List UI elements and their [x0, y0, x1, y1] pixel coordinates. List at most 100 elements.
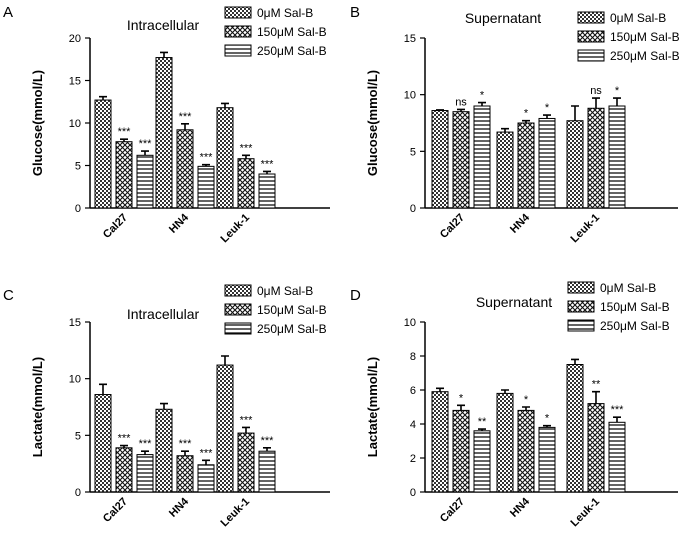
bar — [258, 173, 276, 209]
legend-label: 250μM Sal-B — [257, 44, 327, 58]
error-bar — [478, 101, 486, 106]
bar — [237, 432, 255, 493]
legend-label: 150μM Sal-B — [257, 25, 327, 39]
bar — [237, 158, 255, 209]
y-tick-label: 15 — [69, 317, 81, 329]
bar — [473, 105, 491, 209]
y-tick-label: 5 — [75, 161, 81, 173]
bar — [431, 110, 449, 209]
x-category-label: Leuk-1 — [219, 212, 253, 246]
y-axis-label: Glucose(mmol/L) — [30, 70, 45, 176]
legend-label: 0μM Sal-B — [600, 281, 656, 295]
error-bar — [120, 138, 128, 142]
significance-mark: *** — [200, 152, 214, 164]
legend-label: 250μM Sal-B — [600, 319, 670, 333]
y-axis-label: Lactate(mmol/L) — [30, 357, 45, 457]
y-tick-label: 0 — [75, 487, 81, 499]
bar — [608, 421, 626, 493]
error-bar — [501, 127, 509, 133]
x-category-label: HN4 — [508, 211, 533, 236]
error-bar — [436, 109, 444, 111]
error-bar — [263, 170, 271, 174]
error-bar — [160, 402, 168, 410]
bar — [197, 464, 215, 493]
y-tick-label: 0 — [75, 203, 81, 215]
error-bar — [522, 406, 530, 411]
error-bar — [221, 355, 229, 366]
legend-swatch — [577, 11, 605, 24]
bar — [155, 408, 173, 493]
error-bar — [141, 450, 149, 455]
error-bar — [543, 114, 551, 119]
error-bar — [120, 444, 128, 448]
bar — [115, 447, 133, 493]
y-tick-label: 2 — [410, 453, 416, 465]
y-tick-label: 6 — [410, 385, 416, 397]
significance-mark: *** — [261, 158, 275, 170]
significance-mark: *** — [118, 126, 132, 138]
bar — [197, 165, 215, 209]
significance-mark: ns — [590, 85, 602, 97]
legend-swatch — [567, 319, 595, 332]
significance-mark: * — [545, 102, 550, 114]
error-bar — [522, 119, 530, 123]
error-bar — [263, 447, 271, 452]
bar — [176, 129, 194, 209]
bar — [587, 403, 605, 493]
significance-mark: * — [545, 413, 550, 425]
error-bar — [501, 389, 509, 394]
panel-subtitle: Supernatant — [465, 10, 541, 26]
y-tick-label: 5 — [410, 146, 416, 158]
error-bar — [221, 102, 229, 108]
error-bar — [160, 51, 168, 58]
legend-swatch — [224, 25, 252, 38]
legend-label: 0μM Sal-B — [257, 284, 313, 298]
bar — [538, 117, 556, 209]
legend-label: 250μM Sal-B — [610, 49, 680, 63]
significance-mark: * — [524, 108, 529, 120]
bar — [176, 455, 194, 493]
significance-mark: *** — [611, 404, 625, 416]
significance-mark: ns — [455, 96, 467, 108]
significance-mark: *** — [118, 433, 132, 445]
bar — [258, 450, 276, 493]
bar — [587, 107, 605, 209]
bar — [136, 154, 154, 209]
error-bar — [571, 105, 579, 121]
significance-mark: *** — [179, 438, 193, 450]
error-bar — [436, 387, 444, 392]
error-bar — [141, 150, 149, 156]
error-bar — [242, 426, 250, 434]
y-tick-label: 15 — [69, 76, 81, 88]
panel-letter: D — [350, 287, 361, 304]
bar — [216, 364, 234, 493]
bar — [431, 391, 449, 493]
y-axis-label: Lactate(mmol/L) — [365, 357, 380, 457]
x-category-label: HN4 — [167, 211, 192, 236]
x-category-label: HN4 — [167, 495, 192, 520]
bar — [94, 394, 112, 493]
bar — [452, 111, 470, 209]
error-bar — [571, 358, 579, 365]
significance-mark: *** — [261, 435, 275, 447]
significance-mark: *** — [240, 414, 254, 426]
bar — [216, 107, 234, 209]
significance-mark: ** — [592, 379, 601, 391]
legend-swatch — [567, 281, 595, 294]
bar — [517, 409, 535, 493]
legend-label: 150μM Sal-B — [610, 30, 680, 44]
x-category-label: Cal27 — [101, 496, 130, 525]
x-category-label: Leuk-1 — [569, 496, 603, 530]
bar — [608, 105, 626, 209]
panel-letter: C — [3, 287, 14, 304]
bar — [473, 430, 491, 493]
y-tick-label: 8 — [410, 351, 416, 363]
legend-swatch — [577, 30, 605, 43]
bar — [155, 57, 173, 209]
panel-a: A Intracellular Glucose(mmol/L) 0 5 10 15 20 ***… — [3, 4, 330, 245]
significance-mark: *** — [179, 111, 193, 123]
bar — [115, 141, 133, 209]
significance-mark: *** — [200, 447, 214, 459]
legend-swatch — [224, 322, 252, 335]
